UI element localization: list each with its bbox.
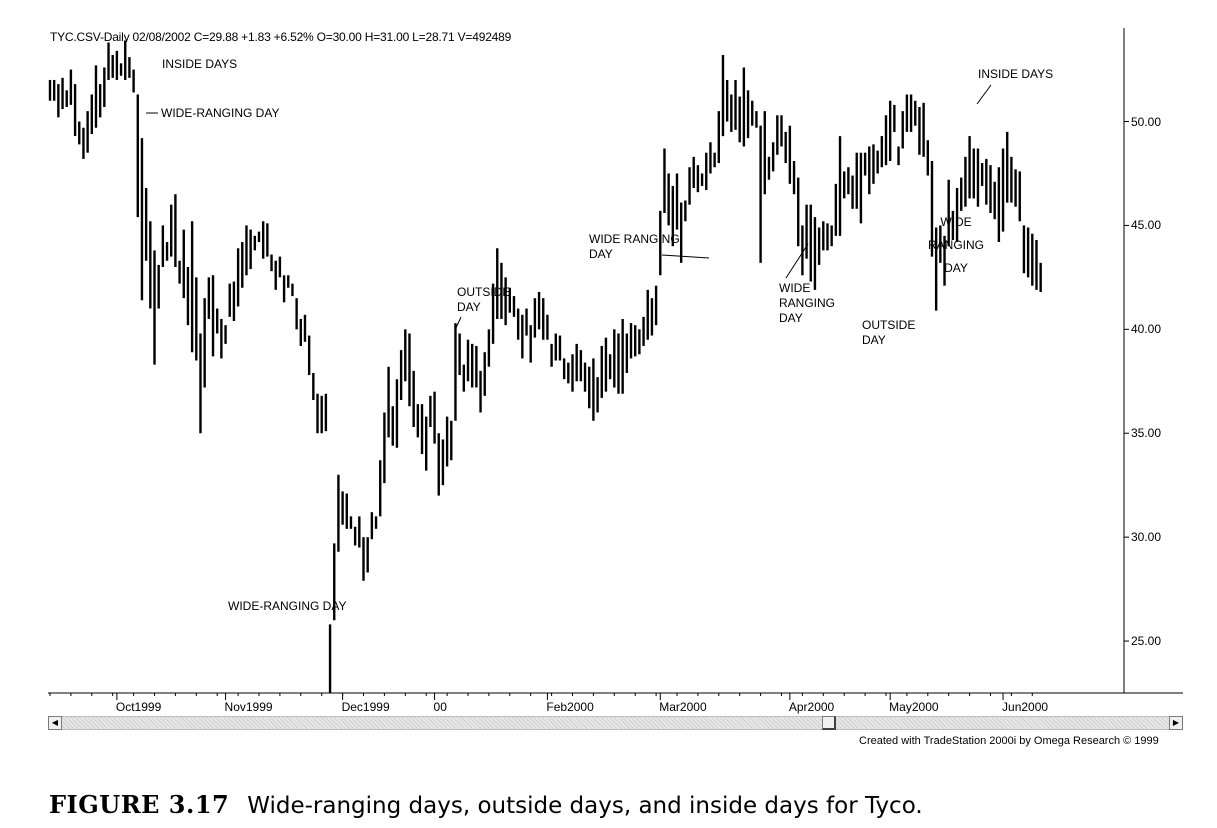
annotation-inside-days-1: INSIDE DAYS [162, 57, 238, 71]
y-tick-label: 25.00 [1131, 634, 1162, 649]
annotation-inside-days-2: INSIDE DAYS [978, 67, 1054, 81]
x-tick-label: May2000 [889, 700, 939, 714]
caption-text: Wide-ranging days, outside days, and ins… [247, 793, 923, 819]
annotation-line: DAY [589, 247, 613, 261]
annotation-outside-day-2: OUTSIDE DAY [862, 318, 915, 348]
annotation-line: OUTSIDE [862, 318, 916, 332]
scroll-left-button[interactable]: ◀ [48, 716, 62, 730]
annotation-wide-ranging-day-2: WIDE-RANGING DAY [228, 599, 347, 613]
annotation-line: WIDE [940, 215, 972, 229]
annotation-line: OUTSIDE [457, 285, 511, 299]
x-tick-label: Jun2000 [1002, 700, 1049, 714]
pointer-inside2 [976, 84, 992, 105]
y-tick-label: 35.00 [1131, 426, 1162, 441]
x-tick-label: Apr2000 [788, 700, 835, 714]
annotation-wide-ranging-day-1: WIDE-RANGING DAY [161, 106, 280, 120]
pointer-outside1 [454, 316, 462, 331]
y-tick-label: 50.00 [1131, 114, 1162, 129]
annotation-wide-ranging-day-5: WIDE RANGING DAY [928, 211, 984, 280]
horizontal-scrollbar[interactable] [48, 716, 1183, 730]
figure-caption: FIGURE 3.17 Wide-ranging days, outside da… [49, 790, 923, 820]
annotation-line: WIDE RANGING [589, 232, 680, 246]
annotation-pointers [146, 84, 992, 331]
x-tick-label: Nov1999 [224, 700, 273, 714]
tradestation-credit: Created with TradeStation 2000i by Omega… [859, 735, 1159, 747]
figure-label: FIGURE 3.17 [49, 790, 230, 819]
annotation-line: DAY [457, 300, 481, 314]
y-tick-label: 30.00 [1131, 530, 1162, 545]
annotation-line: WIDE [779, 281, 811, 295]
annotation-line: RANGING [928, 238, 985, 252]
axis-tick-marks [49, 121, 1129, 700]
annotation-line: DAY [862, 333, 886, 347]
x-tick-label: Dec1999 [341, 700, 390, 714]
annotation-line: RANGING [779, 296, 836, 310]
y-tick-label: 40.00 [1131, 322, 1162, 337]
annotation-wide-ranging-day-3: WIDE RANGING DAY [589, 232, 680, 262]
pointer-wide3 [661, 254, 710, 259]
ohlc-chart [48, 28, 1183, 700]
pointer-wide4 [785, 243, 809, 279]
scrollbar-thumb[interactable] [822, 716, 836, 730]
annotation-outside-day-1: OUTSIDE DAY [457, 285, 510, 315]
scroll-right-button[interactable]: ▶ [1169, 716, 1183, 730]
chart-axes [48, 28, 1183, 694]
annotation-line: DAY [944, 261, 968, 275]
annotation-line: DAY [779, 311, 803, 325]
x-tick-label: Oct1999 [115, 700, 162, 714]
chart-header: TYC.CSV-Daily 02/08/2002 C=29.88 +1.83 +… [50, 30, 512, 44]
annotation-wide-ranging-day-4: WIDE RANGING DAY [779, 281, 835, 326]
x-tick-label: 00 [433, 700, 447, 714]
x-tick-label: Mar2000 [659, 700, 707, 714]
x-tick-label: Feb2000 [546, 700, 594, 714]
price-bars [48, 40, 1042, 693]
y-tick-label: 45.00 [1131, 218, 1162, 233]
